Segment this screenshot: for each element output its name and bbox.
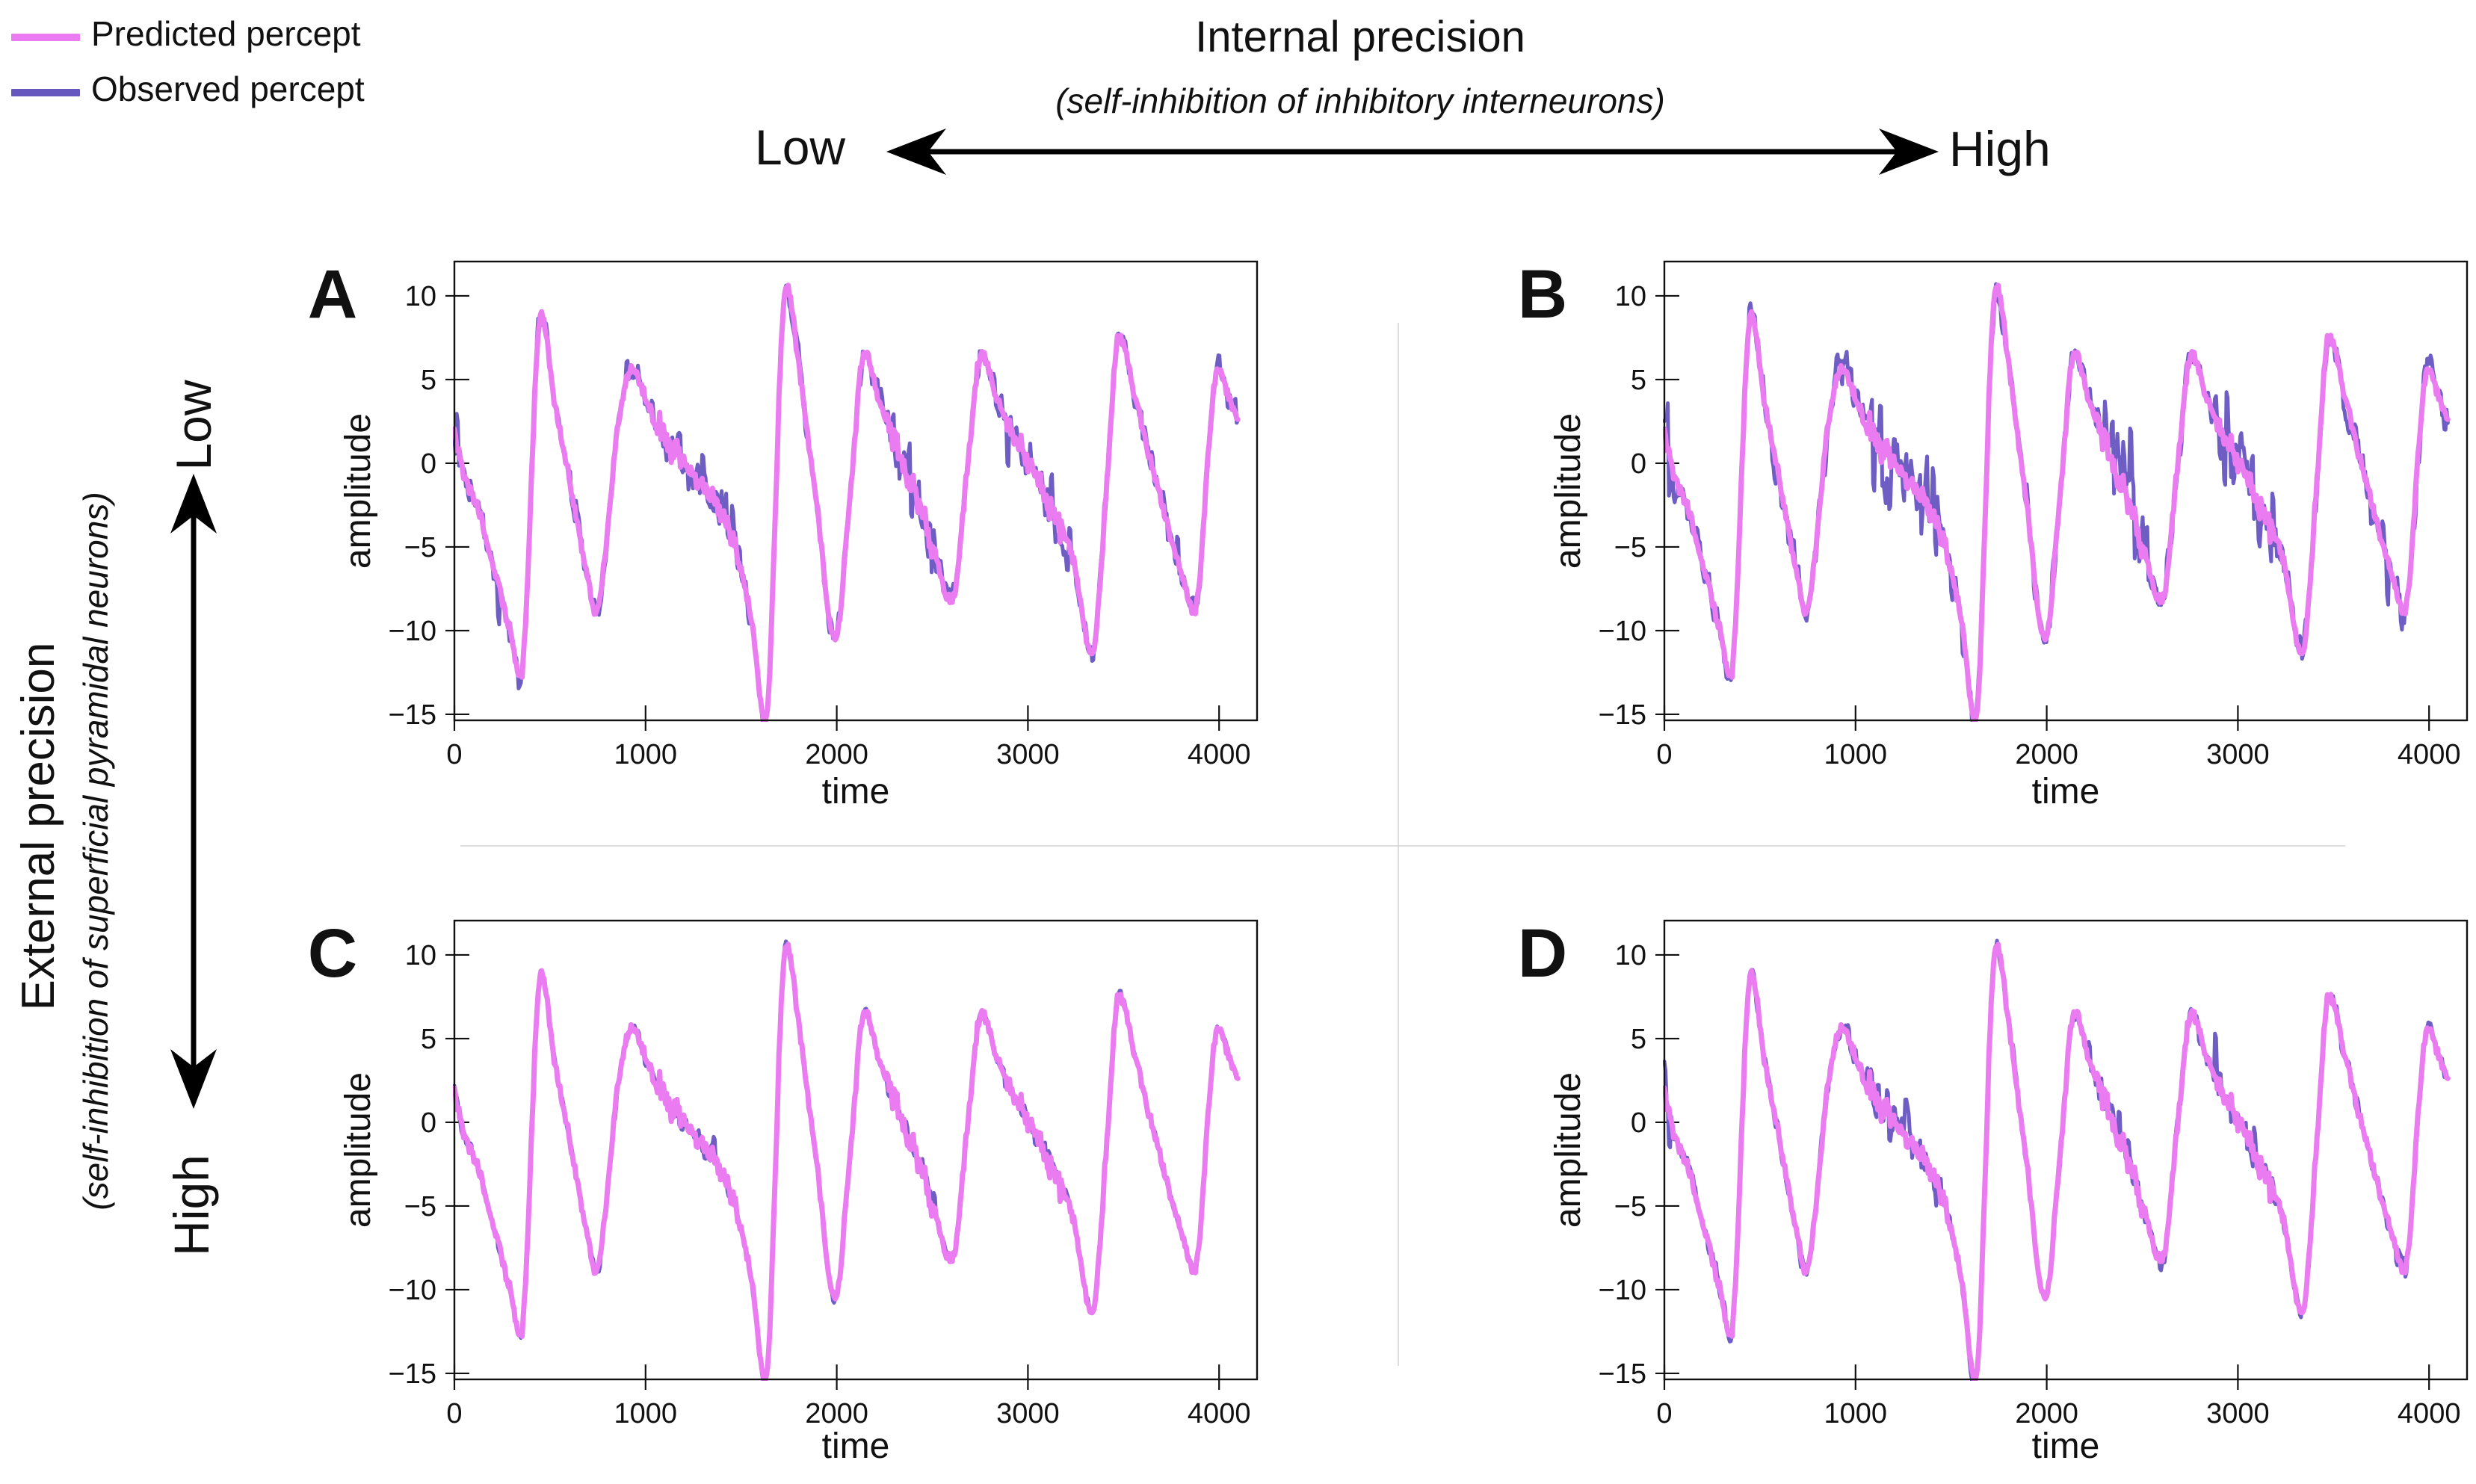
y-tick-label: −10 (1599, 1275, 1646, 1306)
y-tick-label: 10 (1615, 281, 1646, 312)
quadrant-divider-horizontal (460, 845, 2345, 847)
x-axis-label-a: time (821, 772, 890, 811)
x-tick-label: 2000 (2015, 1398, 2078, 1429)
plot-frame (1663, 260, 2469, 722)
x-axis-label-d: time (2031, 1426, 2100, 1466)
x-tick-label: 0 (1656, 1398, 1672, 1429)
observed-percept-line (453, 283, 1240, 722)
legend-label-observed: Observed percept (91, 69, 365, 108)
internal-precision-low-label: Low (755, 120, 846, 175)
plot-area-c: 10 5 0 −5 −10 −15 0 1000 2000 3000 4000 (389, 919, 1259, 1429)
plot-frame (453, 260, 1259, 722)
y-tick-label: 0 (421, 448, 436, 480)
y-tick-label: −10 (389, 1275, 436, 1306)
plot-area-a: 10 5 0 −5 −10 −15 0 1000 2000 3000 4000 (389, 260, 1259, 770)
x-tick-label: 3000 (2206, 739, 2270, 770)
panel-label-a: A (307, 256, 358, 333)
external-precision-high-label: High (164, 1154, 219, 1256)
predicted-percept-line (1663, 942, 2451, 1381)
internal-precision-arrow (886, 129, 1939, 175)
x-axis-label-c: time (821, 1426, 890, 1466)
y-tick-label: 5 (421, 1024, 436, 1055)
internal-precision-subtitle: (self-inhibition of inhibitory interneur… (1055, 81, 1665, 120)
predicted-percept-line (453, 282, 1241, 722)
x-tick-label: 4000 (1188, 1398, 1251, 1429)
y-tick-label: 5 (1631, 365, 1646, 396)
y-tick-label: −15 (1599, 1358, 1646, 1390)
plot-area-d: 10 5 0 −5 −10 −15 0 1000 2000 3000 4000 (1599, 919, 2469, 1429)
x-tick-label: 1000 (614, 1398, 678, 1429)
legend-swatch-predicted (11, 34, 80, 41)
x-tick-label: 3000 (996, 1398, 1060, 1429)
x-tick-label: 0 (446, 739, 462, 770)
internal-precision-high-label: High (1949, 121, 2051, 176)
x-tick-label: 2000 (805, 739, 868, 770)
x-axis-label-b: time (2031, 772, 2100, 811)
y-tick-label: 0 (1631, 1107, 1646, 1139)
y-tick-label: 10 (405, 281, 436, 312)
predicted-percept-line (453, 942, 1241, 1381)
y-tick-label: −5 (404, 532, 436, 563)
y-tick-label: 5 (421, 365, 436, 396)
external-precision-title: External precision (13, 642, 64, 1011)
quadrant-divider-vertical (1398, 323, 1399, 1366)
y-tick-label: 0 (1631, 448, 1646, 480)
x-tick-label: 4000 (1188, 739, 1251, 770)
x-tick-label: 0 (1656, 739, 1672, 770)
x-tick-label: 2000 (2015, 739, 2078, 770)
legend-label-predicted: Predicted percept (91, 14, 361, 53)
plot-frame (1663, 919, 2469, 1381)
x-tick-label: 2000 (805, 1398, 868, 1429)
plot-area-b: 10 5 0 −5 −10 −15 0 1000 2000 3000 4000 (1599, 260, 2469, 770)
panel-label-c: C (307, 915, 358, 992)
y-tick-label: 5 (1631, 1024, 1646, 1055)
x-tick-label: 1000 (614, 739, 678, 770)
y-tick-label: −10 (1599, 616, 1646, 647)
x-tick-label: 4000 (2398, 1398, 2461, 1429)
predicted-percept-line (1663, 282, 2451, 722)
y-tick-label: −5 (1614, 1191, 1646, 1222)
plot-frame (453, 919, 1259, 1381)
panel-label-d: D (1517, 915, 1568, 992)
y-tick-label: −15 (1599, 699, 1646, 731)
internal-precision-title: Internal precision (1195, 13, 1525, 61)
x-tick-label: 1000 (1824, 739, 1888, 770)
x-tick-label: 1000 (1824, 1398, 1888, 1429)
external-precision-arrow (170, 474, 217, 1109)
external-precision-subtitle: (self-inhibition of superficial pyramida… (76, 492, 115, 1211)
y-tick-label: −5 (1614, 532, 1646, 563)
y-tick-label: −15 (389, 699, 436, 731)
x-tick-label: 3000 (2206, 1398, 2270, 1429)
y-tick-label: 0 (421, 1107, 436, 1139)
legend-swatch-observed (11, 89, 80, 96)
x-tick-label: 4000 (2398, 739, 2461, 770)
y-tick-label: −15 (389, 1358, 436, 1390)
y-tick-label: 10 (405, 940, 436, 971)
x-tick-label: 3000 (996, 739, 1060, 770)
y-tick-label: 10 (1615, 940, 1646, 971)
y-tick-label: −10 (389, 616, 436, 647)
x-tick-label: 0 (446, 1398, 462, 1429)
panel-label-b: B (1517, 256, 1568, 333)
y-tick-label: −5 (404, 1191, 436, 1222)
